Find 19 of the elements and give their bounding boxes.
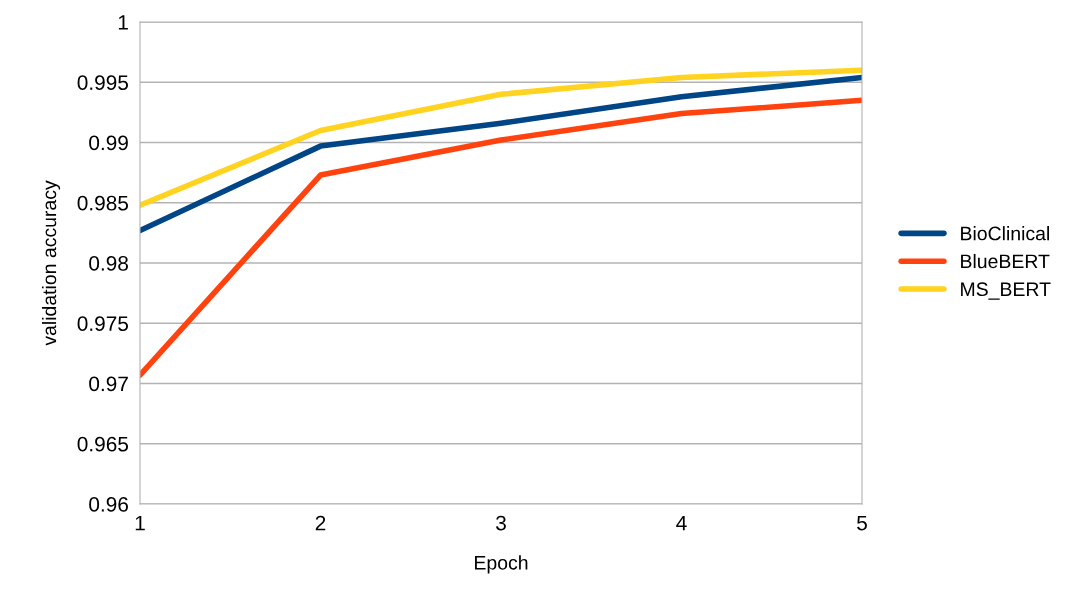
x-tick-label: 5 <box>857 515 867 531</box>
y-tick-label: 0.995 <box>77 75 129 90</box>
y-tick-label: 1 <box>118 15 128 30</box>
x-axis-title: Epoch <box>475 555 528 574</box>
y-tick-label: 0.97 <box>89 376 128 392</box>
x-tick-label: 2 <box>315 515 326 531</box>
x-tick-label: 1 <box>135 515 145 531</box>
y-tick-label: 0.96 <box>89 497 128 512</box>
legend-label: BlueBERT <box>961 253 1050 269</box>
legend-label: BioClinical <box>961 226 1049 241</box>
y-tick-label: 0.98 <box>89 256 128 271</box>
legend-label: MS_BERT <box>961 282 1051 300</box>
x-tick-label: 3 <box>496 515 506 531</box>
y-tick-label: 0.975 <box>77 316 129 331</box>
y-axis-title: validation accuracy <box>41 180 61 346</box>
x-tick-label: 4 <box>676 515 687 531</box>
y-tick-label: 0.965 <box>77 436 129 452</box>
y-tick-label: 0.99 <box>89 135 128 151</box>
y-tick-label: 0.985 <box>77 195 129 211</box>
